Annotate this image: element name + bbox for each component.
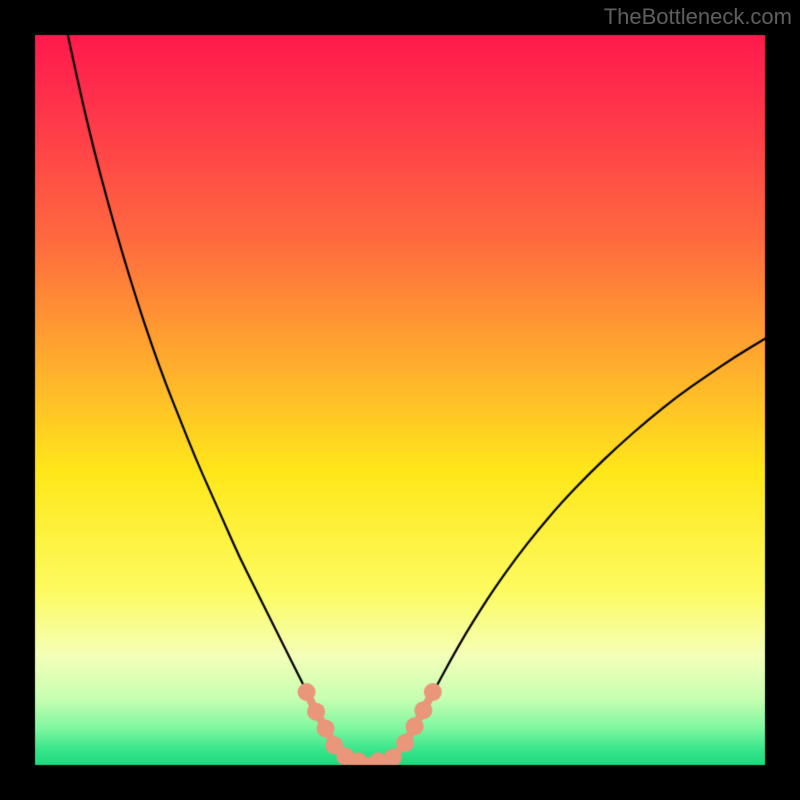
watermark-label: TheBottleneck.com — [604, 4, 792, 30]
bottleneck-chart-canvas — [0, 0, 800, 800]
chart-container: TheBottleneck.com — [0, 0, 800, 800]
